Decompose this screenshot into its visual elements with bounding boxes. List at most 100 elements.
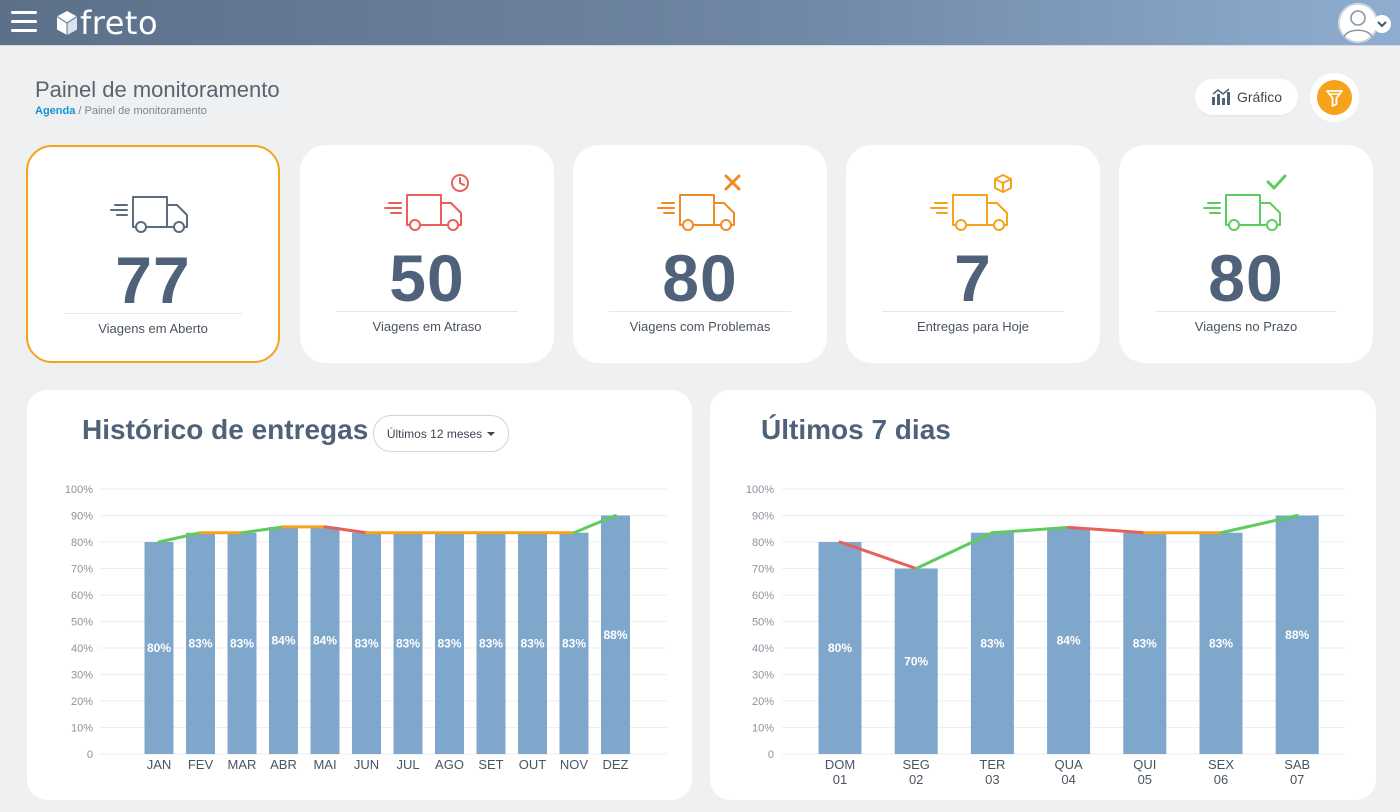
y-tick-label: 70% — [71, 564, 93, 576]
bar-value-label: 83% — [980, 636, 1004, 650]
bar — [352, 532, 381, 754]
truck-check-icon — [1203, 174, 1287, 231]
truck-clock-icon — [384, 174, 469, 231]
card-divider — [64, 313, 242, 314]
filter-button[interactable] — [1310, 73, 1359, 122]
trend-line-segment — [323, 525, 368, 535]
funnel-icon — [1326, 90, 1343, 107]
y-tick-label: 40% — [752, 643, 774, 655]
card-label: Viagens no Prazo — [1194, 319, 1298, 334]
y-tick-label: 80% — [71, 537, 93, 549]
x-tick-sublabel: 04 — [1061, 772, 1075, 787]
x-tick-sublabel: 02 — [909, 772, 923, 787]
trend-line-segment — [1219, 514, 1299, 535]
bar — [476, 532, 506, 754]
bar-value-label: 83% — [520, 636, 544, 650]
bar-value-label: 83% — [479, 636, 503, 650]
week-chart-title: Últimos 7 dias — [761, 414, 951, 445]
x-tick-label: SAB — [1284, 757, 1310, 772]
y-tick-label: 50% — [71, 617, 93, 629]
bar — [269, 526, 298, 754]
card-value: 80 — [1208, 241, 1284, 315]
card-viagens-em-atraso[interactable]: 50 Viagens em Atraso — [300, 145, 554, 363]
bar — [518, 532, 547, 754]
x-tick-label: QUA — [1055, 757, 1084, 772]
y-tick-label: 60% — [71, 590, 93, 602]
y-tick-label: 100% — [746, 484, 774, 496]
bar — [818, 542, 862, 754]
card-label: Viagens em Atraso — [372, 319, 482, 334]
x-tick-label: FEV — [188, 757, 214, 772]
bar-value-label: 84% — [271, 633, 295, 647]
chevron-down-icon[interactable] — [1373, 15, 1391, 33]
card-entregas-para-hoje[interactable]: 7 Entregas para Hoje — [846, 145, 1100, 363]
breadcrumb: Agenda / Painel de monitoramento — [35, 105, 207, 117]
breadcrumb-current: Painel de monitoramento — [84, 105, 207, 117]
bar-value-label: 83% — [1209, 636, 1233, 650]
app-logo[interactable]: freto — [56, 6, 158, 40]
bar — [1275, 515, 1319, 754]
bar-value-label: 88% — [603, 628, 627, 642]
x-tick-label: AGO — [435, 757, 464, 772]
grafico-button[interactable]: Gráfico — [1195, 79, 1298, 115]
card-value: 50 — [389, 241, 465, 315]
x-tick-label: OUT — [519, 757, 547, 772]
box-logo-icon — [56, 11, 78, 35]
bar-value-label: 83% — [396, 636, 420, 650]
bar — [1199, 532, 1243, 754]
bar — [1123, 532, 1167, 754]
bar — [393, 532, 423, 754]
y-tick-label: 10% — [752, 723, 774, 735]
bar-value-label: 83% — [354, 636, 378, 650]
bar-value-label: 80% — [828, 641, 852, 655]
y-tick-label: 60% — [752, 590, 774, 602]
bar — [144, 542, 174, 754]
hamburger-icon[interactable] — [11, 11, 37, 33]
trend-line-segment — [240, 525, 285, 535]
bar-value-label: 83% — [230, 636, 254, 650]
week-bar-chart: 100% 90% 80% 70% 60% 50% 40% 30% 20% 10% 0 80% DOM01… — [746, 484, 1345, 787]
x-tick-label: SET — [478, 757, 503, 772]
truck-icon — [110, 196, 188, 233]
user-avatar-icon[interactable] — [1338, 3, 1378, 43]
breadcrumb-separator: / — [75, 105, 85, 117]
bar-value-label: 84% — [313, 633, 337, 647]
y-tick-label: 30% — [71, 670, 93, 682]
period-dropdown-value: Últimos 12 meses — [386, 426, 483, 441]
card-viagens-no-prazo[interactable]: 80 Viagens no Prazo — [1119, 145, 1373, 363]
y-tick-label: 90% — [71, 511, 93, 523]
trend-line-segment — [990, 525, 1071, 535]
card-viagens-com-problemas[interactable]: 80 Viagens com Problemas — [573, 145, 827, 363]
bar — [1047, 527, 1091, 754]
x-tick-label: DOM — [825, 757, 855, 772]
breadcrumb-link-agenda[interactable]: Agenda — [35, 105, 76, 117]
x-tick-label: SEX — [1208, 757, 1234, 772]
week-chart-panel: Últimos 7 dias 100% 90% 80% 70% 60% 50% 40% 30%… — [710, 390, 1376, 800]
card-value: 77 — [115, 243, 191, 317]
bar — [186, 532, 215, 754]
bar-value-label: 83% — [562, 636, 586, 650]
x-tick-label: QUI — [1133, 757, 1156, 772]
page-title: Painel de monitoramento — [35, 77, 280, 102]
history-chart-panel: Histórico de entregas Últimos 12 meses 1… — [27, 390, 692, 800]
trend-line-segment — [572, 514, 617, 535]
y-tick-label: 30% — [752, 670, 774, 682]
x-tick-label: MAR — [228, 757, 257, 772]
bar — [601, 515, 630, 754]
top-navigation-bar: freto — [0, 0, 1400, 46]
caret-down-icon — [487, 431, 496, 436]
x-tick-label: DEZ — [603, 757, 629, 772]
x-tick-label: MAI — [313, 757, 336, 772]
y-tick-label: 90% — [752, 511, 774, 523]
y-tick-label: 80% — [752, 537, 774, 549]
bar — [559, 532, 589, 754]
period-dropdown[interactable]: Últimos 12 meses — [373, 415, 509, 452]
bar-value-label: 83% — [437, 636, 461, 650]
x-tick-sublabel: 06 — [1214, 772, 1228, 787]
card-divider — [609, 311, 791, 312]
x-tick-label: SEG — [902, 757, 929, 772]
card-viagens-em-aberto[interactable]: 77 Viagens em Aberto — [26, 145, 280, 363]
truck-box-icon — [930, 174, 1012, 231]
card-divider — [336, 311, 518, 312]
bar-value-label: 70% — [904, 654, 928, 668]
